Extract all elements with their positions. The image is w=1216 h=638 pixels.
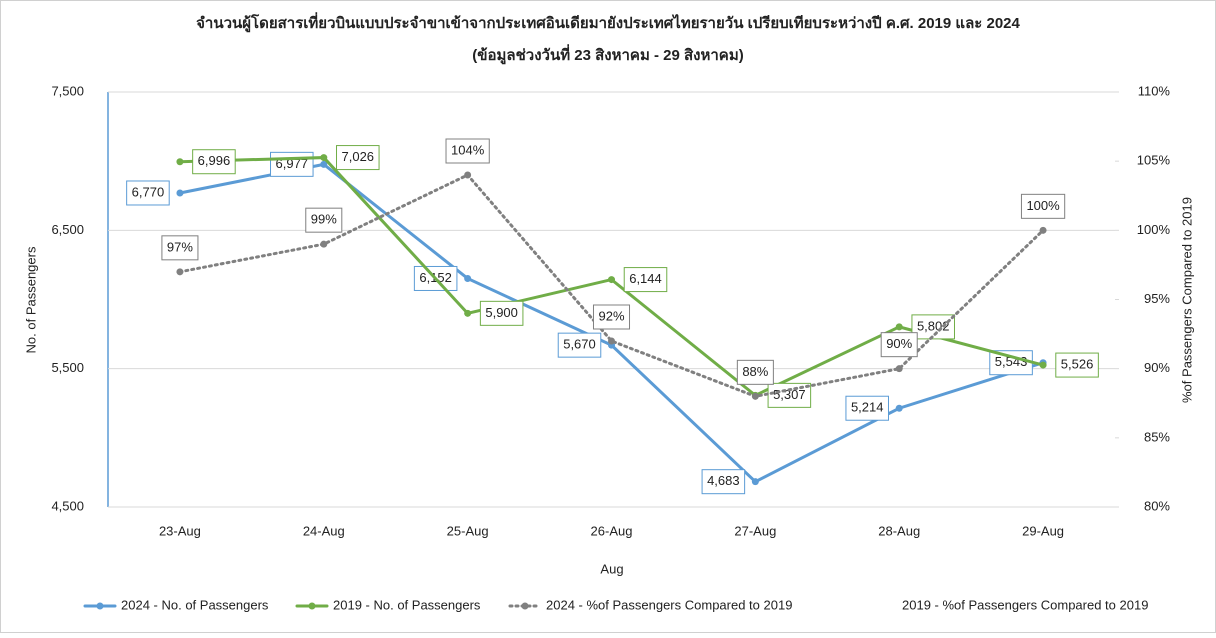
data-label: 5,307 — [773, 387, 806, 402]
data-label-box — [1020, 193, 1066, 219]
data-point — [320, 154, 328, 162]
data-point — [1039, 226, 1047, 234]
y2-tick-label: 110% — [1138, 83, 1171, 98]
data-point — [1039, 361, 1047, 369]
data-point — [464, 274, 472, 282]
data-point — [464, 171, 472, 179]
y-axis-title: No. of Passengers — [23, 246, 38, 353]
legend-label: 2024 - %of Passengers Compared to 2019 — [546, 597, 792, 612]
legend-label: 2024 - No. of Passengers — [121, 597, 269, 612]
y-tick-label: 5,500 — [51, 360, 84, 375]
chart-subtitle: (ข้อมูลช่วงวันที่ 23 สิงหาคม - 29 สิงหาค… — [472, 44, 743, 65]
y2-tick-label: 80% — [1144, 498, 1170, 513]
data-label: 5,526 — [1061, 357, 1094, 372]
x-tick-label: 23-Aug — [159, 523, 201, 538]
legend-marker — [521, 602, 529, 610]
data-point — [176, 189, 184, 197]
data-label-box — [880, 332, 918, 358]
legend-label: 2019 - No. of Passengers — [333, 597, 481, 612]
y-tick-label: 6,500 — [51, 222, 84, 237]
data-label-box — [413, 265, 458, 291]
data-point — [895, 365, 903, 373]
data-label: 6,996 — [198, 153, 231, 168]
x-tick-label: 26-Aug — [591, 523, 633, 538]
y2-tick-label: 90% — [1144, 360, 1170, 375]
x-tick-label: 27-Aug — [734, 523, 776, 538]
legend-marker — [308, 602, 316, 610]
data-point — [320, 160, 328, 168]
y-tick-label: 7,500 — [51, 83, 84, 98]
data-point — [895, 323, 903, 331]
data-label-box — [845, 395, 889, 421]
y2-tick-label: 85% — [1144, 429, 1170, 444]
data-label-box — [911, 314, 955, 340]
data-label-box — [445, 138, 490, 164]
data-label: 4,683 — [707, 473, 740, 488]
data-label-box — [592, 304, 631, 330]
data-point — [895, 404, 903, 412]
x-tick-label: 28-Aug — [878, 523, 920, 538]
y2-tick-label: 105% — [1137, 153, 1171, 168]
data-label-box — [126, 180, 170, 206]
data-label: 90% — [886, 336, 912, 351]
data-label: 6,770 — [132, 184, 165, 199]
data-label: 92% — [598, 308, 624, 323]
data-point — [608, 337, 615, 345]
chart-title: จำนวนผู้โดยสารเที่ยวบินแบบประจำขาเข้าจาก… — [196, 12, 1020, 33]
data-point — [176, 158, 184, 166]
y2-tick-label: 95% — [1144, 291, 1170, 306]
y2-tick-label: 100% — [1137, 222, 1171, 237]
data-label: 6,144 — [629, 271, 662, 286]
data-label: 100% — [1026, 198, 1060, 213]
data-point — [176, 268, 184, 276]
data-label: 7,026 — [342, 149, 375, 164]
data-label-box — [161, 235, 199, 261]
data-point — [751, 478, 759, 486]
data-label-box — [192, 149, 236, 175]
data-label: 88% — [742, 364, 768, 379]
data-label-box — [736, 359, 774, 385]
data-label: 99% — [311, 212, 337, 227]
data-label: 97% — [167, 239, 193, 254]
data-label: 5,900 — [485, 305, 518, 320]
data-label-box — [557, 332, 602, 358]
data-point — [320, 240, 328, 248]
data-label: 5,670 — [563, 337, 596, 352]
data-label-box — [623, 267, 668, 293]
data-label-box — [479, 300, 524, 326]
y-tick-label: 4,500 — [51, 498, 84, 513]
data-point — [751, 392, 759, 400]
data-point — [608, 276, 615, 284]
data-point — [464, 309, 472, 317]
x-axis-title: Aug — [600, 561, 623, 576]
data-label-box — [270, 151, 314, 177]
data-label-box — [336, 145, 380, 171]
legend-label: 2019 - %of Passengers Compared to 2019 — [902, 597, 1148, 612]
y2-axis-title: %of Passengers Compared to 2019 — [1179, 197, 1194, 403]
data-label: 104% — [451, 142, 485, 157]
data-label-box — [305, 207, 343, 233]
x-tick-label: 25-Aug — [447, 523, 489, 538]
x-tick-label: 24-Aug — [303, 523, 345, 538]
data-label-box — [1055, 352, 1099, 378]
x-tick-label: 29-Aug — [1022, 523, 1064, 538]
legend-marker — [96, 602, 104, 610]
data-label-box — [701, 469, 746, 495]
data-label: 5,214 — [851, 400, 884, 415]
